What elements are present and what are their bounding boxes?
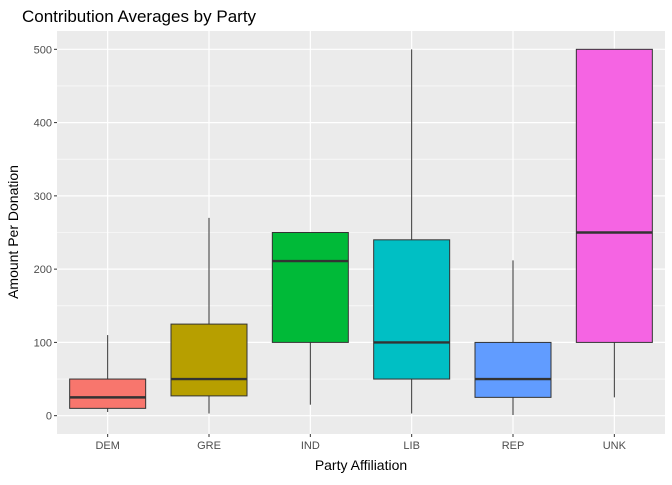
y-tick-label: 500	[34, 44, 52, 56]
chart-title: Contribution Averages by Party	[22, 7, 257, 26]
box-body	[373, 239, 451, 380]
x-axis-ticks: DEM GRE IND LIB REP UNK	[95, 434, 627, 452]
y-axis-ticks: 0 100 200 300 400 500	[34, 44, 57, 423]
x-tick-label: IND	[301, 440, 320, 452]
box-gre	[170, 217, 248, 414]
y-tick-label: 100	[34, 337, 52, 349]
box-lib	[373, 49, 451, 414]
box-unk	[575, 48, 653, 398]
x-tick-label: LIB	[403, 440, 420, 452]
box-body	[575, 48, 653, 343]
y-tick-label: 200	[34, 264, 52, 276]
box-body	[271, 232, 349, 343]
x-tick-label: UNK	[603, 440, 627, 452]
y-tick-label: 0	[46, 411, 52, 423]
x-tick-label: DEM	[95, 440, 119, 452]
box-rep	[474, 260, 552, 415]
y-tick-label: 400	[34, 118, 52, 130]
y-axis-title: Amount Per Donation	[5, 165, 21, 299]
x-tick-label: REP	[502, 440, 525, 452]
x-axis-title: Party Affiliation	[315, 457, 407, 473]
box-dem	[69, 335, 147, 413]
y-tick-label: 300	[34, 191, 52, 203]
box-ind	[271, 232, 349, 405]
boxes	[69, 48, 653, 415]
x-tick-label: GRE	[197, 440, 221, 452]
box-body	[474, 341, 552, 398]
box-body	[170, 323, 248, 397]
box-body	[69, 378, 147, 409]
